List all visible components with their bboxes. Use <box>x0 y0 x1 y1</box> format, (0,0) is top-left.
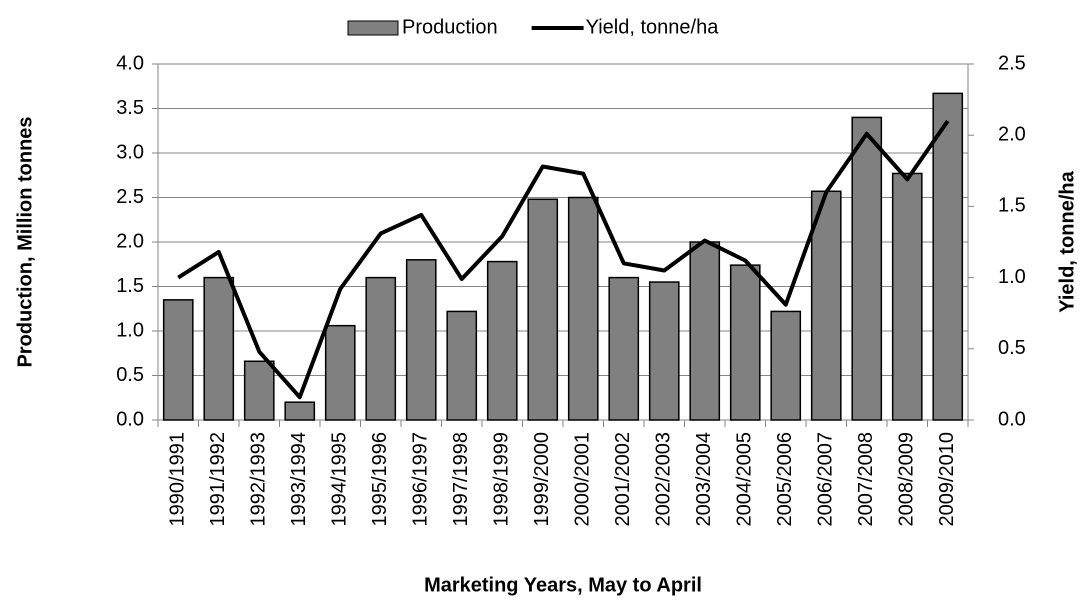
x-tick-label: 2006/2007 <box>815 432 837 527</box>
x-tick-label: 1995/1996 <box>369 432 391 527</box>
x-tick-label: 1996/1997 <box>410 432 432 527</box>
bar <box>527 198 559 421</box>
y2-tick-label: 2.5 <box>998 52 1026 74</box>
bar <box>284 401 316 421</box>
y-axis-title: Production, Million tonnes <box>14 116 36 367</box>
bar <box>405 259 437 421</box>
y-tick-label: 0.5 <box>116 364 144 386</box>
bar <box>567 196 599 421</box>
y2-axis-title: Yield, tonne/ha <box>1056 170 1078 312</box>
y-tick-label: 1.0 <box>116 319 144 341</box>
legend-label: Yield, tonne/ha <box>586 16 720 38</box>
x-tick-label: 2000/2001 <box>572 432 594 527</box>
bar <box>932 92 964 421</box>
x-tick-label: 1997/1998 <box>450 432 472 527</box>
y-tick-label: 0.0 <box>116 408 144 430</box>
y2-tick-label: 0.0 <box>998 408 1026 430</box>
bar <box>486 260 518 421</box>
x-tick-label: 1999/2000 <box>531 432 553 527</box>
x-tick-label: 2007/2008 <box>855 432 877 527</box>
x-tick-label: 2002/2003 <box>653 432 675 527</box>
y-tick-label: 2.0 <box>116 230 144 252</box>
bar <box>446 310 478 421</box>
legend-label: Production <box>402 16 498 38</box>
bar <box>770 310 802 421</box>
y-tick-label: 4.0 <box>116 52 144 74</box>
y-tick-label: 1.5 <box>116 275 144 297</box>
y2-tick-label: 0.5 <box>998 337 1026 359</box>
x-tick-label: 2009/2010 <box>936 432 958 527</box>
y-tick-label: 3.0 <box>116 141 144 163</box>
x-tick-label: 1990/1991 <box>167 432 189 527</box>
x-tick-label: 2004/2005 <box>734 432 756 527</box>
bar <box>810 190 842 421</box>
x-tick-label: 2003/2004 <box>693 432 715 527</box>
bar <box>648 281 680 421</box>
y2-tick-label: 1.0 <box>998 266 1026 288</box>
y2-tick-label: 2.0 <box>998 123 1026 145</box>
x-tick-label: 1994/1995 <box>329 432 351 527</box>
y2-tick-label: 1.5 <box>998 195 1026 217</box>
x-tick-label: 2008/2009 <box>896 432 918 527</box>
bar <box>162 299 194 421</box>
x-tick-label: 1998/1999 <box>491 432 513 527</box>
x-tick-label: 1993/1994 <box>288 432 310 527</box>
legend-swatch <box>347 20 399 36</box>
x-tick-label: 2005/2006 <box>774 432 796 527</box>
x-axis-title: Marketing Years, May to April <box>424 574 702 596</box>
x-tick-label: 1992/1993 <box>248 432 270 527</box>
bar <box>851 116 883 421</box>
y-tick-label: 2.5 <box>116 186 144 208</box>
bar <box>324 324 356 421</box>
bar <box>203 276 235 421</box>
bar <box>365 276 397 421</box>
bar <box>608 276 640 421</box>
x-tick-label: 2001/2002 <box>612 432 634 527</box>
x-tick-label: 1991/1992 <box>207 432 229 527</box>
line <box>177 119 950 400</box>
bar <box>243 360 275 421</box>
y-tick-label: 3.5 <box>116 97 144 119</box>
bar <box>689 241 721 421</box>
bar <box>729 264 761 421</box>
bar <box>891 172 923 421</box>
plot-border <box>157 63 969 421</box>
